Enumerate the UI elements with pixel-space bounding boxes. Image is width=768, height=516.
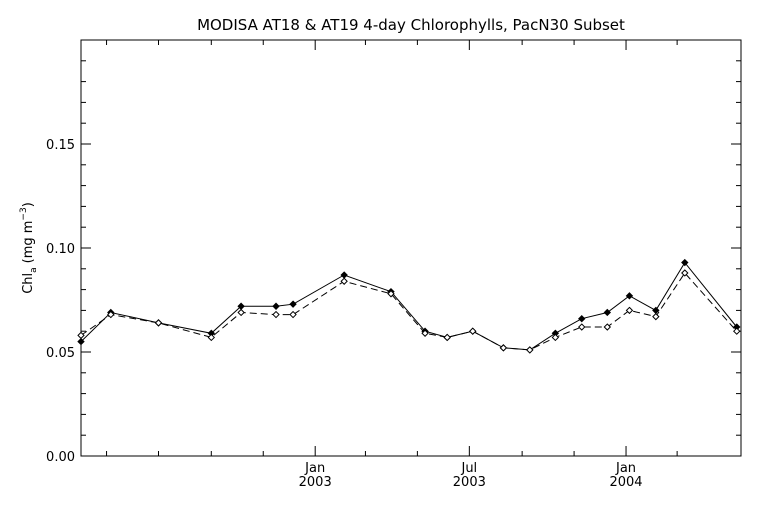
data-point-series-2	[652, 312, 660, 321]
series	[77, 258, 741, 354]
y-tick-label: 0.00	[46, 450, 75, 465]
data-point-series-2	[499, 344, 508, 352]
y-tick-label: 0.05	[46, 346, 75, 361]
x-tick-label-month: Jan	[615, 461, 636, 476]
data-point-series-2	[272, 310, 280, 319]
data-point-series-1	[625, 292, 634, 300]
x-tick-label-year: 2004	[609, 475, 642, 490]
data-point-series-2	[421, 329, 429, 337]
data-point-series-2	[578, 323, 586, 331]
data-point-series-2	[340, 277, 348, 285]
data-point-series-1	[603, 308, 612, 317]
data-point-series-2	[387, 290, 395, 298]
x-tick-label-year: 2003	[299, 475, 332, 490]
data-point-series-2	[551, 333, 560, 342]
data-point-series-2	[107, 310, 115, 319]
y-tick-label: 0.15	[46, 138, 75, 153]
data-point-series-1	[289, 300, 297, 308]
y-axis-label-main: Chl	[21, 273, 36, 294]
data-point-series-1	[77, 337, 85, 346]
data-point-series-2	[237, 308, 245, 317]
y-axis-label-units-close: )	[21, 202, 36, 207]
data-point-series-2	[469, 327, 477, 335]
data-point-series-1	[578, 315, 586, 323]
data-point-series-2	[526, 346, 534, 354]
x-tick-label-year: 2003	[453, 475, 486, 490]
data-point-series-2	[154, 319, 163, 327]
y-axis-label-superscript: −3	[19, 207, 29, 220]
data-point-series-2	[603, 323, 612, 331]
data-point-series-1	[681, 258, 689, 267]
data-point-series-2	[77, 331, 85, 340]
data-point-series-2	[625, 306, 634, 315]
x-tick-label-month: Jan	[304, 461, 325, 476]
x-tick-label-month: Jul	[460, 461, 477, 476]
data-point-series-2	[681, 269, 689, 277]
data-point-series-2	[289, 310, 297, 319]
y-tick-label: 0.10	[46, 242, 75, 257]
data-point-series-1	[272, 302, 280, 310]
chart-title: MODISA AT18 & AT19 4-day Chlorophylls, P…	[197, 16, 625, 34]
data-point-series-2	[443, 333, 451, 342]
y-axis-label: Chla (mg m−3)	[19, 202, 39, 294]
y-axis-label-units: (mg m	[21, 221, 36, 264]
y-axis-label-subscript: a	[29, 267, 39, 273]
data-point-series-2	[207, 333, 216, 342]
data-point-series-2	[733, 327, 741, 335]
